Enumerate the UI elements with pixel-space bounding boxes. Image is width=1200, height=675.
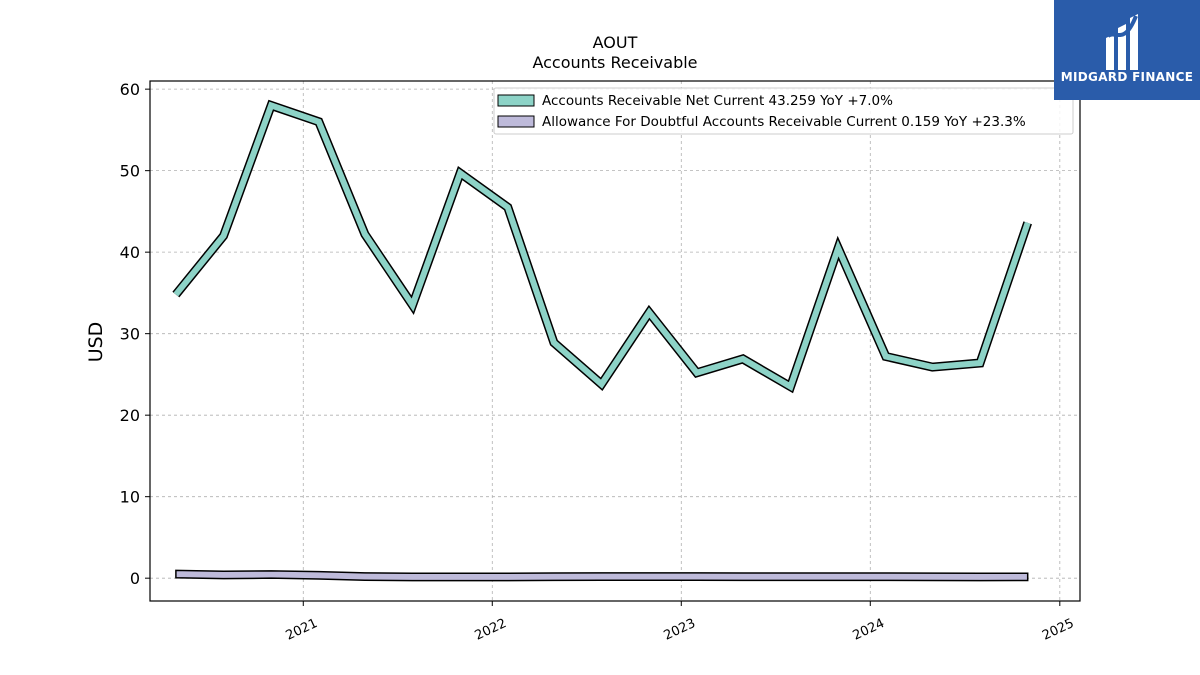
y-tick-label: 10 (120, 488, 140, 507)
series-allowance-band (175, 569, 1029, 582)
legend-swatch-allowance (497, 115, 535, 128)
legend-swatch-ar-net (497, 94, 535, 107)
y-tick-label: 50 (120, 162, 140, 181)
plot-frame (149, 80, 1081, 602)
y-tick-label: 40 (120, 243, 140, 262)
series-layer (172, 99, 1032, 582)
y-tick-label: 0 (130, 569, 140, 588)
x-tick-label: 2023 (662, 616, 698, 644)
brand-name: MIDGARD FINANCE (1060, 70, 1194, 84)
y-axis-label: USD (85, 322, 107, 363)
x-tick-label: 2025 (1040, 616, 1076, 644)
legend: Accounts Receivable Net Current 43.259 Y… (493, 87, 1074, 135)
brand-logo: MIDGARD FINANCE (1054, 0, 1200, 100)
y-tick-label: 20 (120, 406, 140, 425)
x-tick-label: 2021 (284, 616, 320, 644)
y-tick-label: 60 (120, 80, 140, 99)
legend-box (493, 87, 1074, 135)
grid (150, 81, 1080, 601)
legend-label-ar-net: Accounts Receivable Net Current 43.259 Y… (542, 93, 893, 109)
legend-label-allowance: Allowance For Doubtful Accounts Receivab… (542, 114, 1026, 130)
series-ar-net-line (173, 101, 1031, 392)
chart-title: AOUT (593, 33, 638, 52)
chart-subtitle: Accounts Receivable (532, 53, 697, 72)
midgard-logo-icon (1106, 14, 1138, 70)
x-axis: 2021 2022 2023 2024 2025 (284, 601, 1076, 644)
y-axis: 0 10 20 30 40 50 60 (120, 80, 150, 588)
x-tick-label: 2024 (851, 616, 887, 644)
y-tick-label: 30 (120, 325, 140, 344)
x-tick-label: 2022 (473, 616, 509, 644)
